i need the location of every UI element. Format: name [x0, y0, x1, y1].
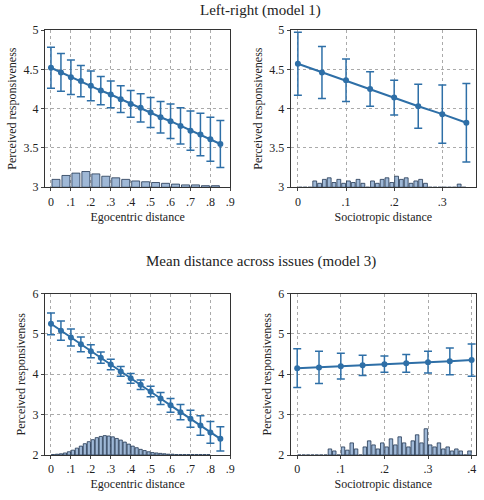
svg-text:.1: .1: [66, 195, 75, 209]
svg-text:3: 3: [33, 408, 39, 422]
svg-text:.3: .3: [106, 462, 115, 476]
svg-text:2: 2: [278, 448, 284, 462]
svg-text:Perceived responsiveness: Perceived responsiveness: [14, 313, 28, 436]
svg-text:.2: .2: [390, 195, 399, 209]
svg-text:Perceived responsiveness: Perceived responsiveness: [260, 313, 274, 436]
svg-text:5: 5: [33, 327, 39, 341]
svg-text:.7: .7: [186, 462, 195, 476]
svg-text:3: 3: [33, 180, 39, 194]
svg-text:.5: .5: [146, 195, 155, 209]
svg-text:4: 4: [33, 367, 39, 381]
svg-text:0: 0: [48, 195, 54, 209]
svg-text:6: 6: [33, 287, 39, 301]
svg-text:.6: .6: [166, 195, 175, 209]
svg-text:Perceived responsiveness: Perceived responsiveness: [5, 47, 19, 170]
svg-text:4: 4: [33, 102, 39, 116]
svg-text:.1: .1: [336, 462, 345, 476]
svg-text:.2: .2: [86, 195, 95, 209]
svg-text:Egocentric distance: Egocentric distance: [91, 477, 185, 491]
svg-text:5: 5: [33, 23, 39, 37]
svg-text:.1: .1: [342, 195, 351, 209]
svg-text:.5: .5: [146, 462, 155, 476]
svg-text:Sociotropic distance: Sociotropic distance: [335, 210, 433, 224]
svg-text:.2: .2: [86, 462, 95, 476]
svg-text:6: 6: [278, 287, 284, 301]
svg-text:3.5: 3.5: [269, 141, 284, 155]
svg-text:.1: .1: [66, 462, 75, 476]
svg-text:3: 3: [278, 408, 284, 422]
svg-text:5: 5: [278, 23, 284, 37]
svg-text:Sociotropic distance: Sociotropic distance: [335, 477, 433, 491]
svg-text:.8: .8: [206, 195, 215, 209]
svg-text:Left-right (model 1): Left-right (model 1): [200, 2, 321, 19]
svg-text:.6: .6: [166, 462, 175, 476]
svg-text:3: 3: [278, 180, 284, 194]
svg-text:.4: .4: [126, 195, 135, 209]
svg-text:.3: .3: [424, 462, 433, 476]
svg-text:4: 4: [278, 102, 284, 116]
svg-text:Perceived responsiveness: Perceived responsiveness: [251, 47, 265, 170]
svg-text:0: 0: [295, 195, 301, 209]
svg-text:.8: .8: [206, 462, 215, 476]
svg-text:.9: .9: [226, 462, 235, 476]
svg-text:3.5: 3.5: [24, 141, 39, 155]
svg-text:.9: .9: [226, 195, 235, 209]
svg-text:.4: .4: [126, 462, 135, 476]
svg-text:.2: .2: [380, 462, 389, 476]
svg-text:2: 2: [33, 448, 39, 462]
svg-text:0: 0: [294, 462, 300, 476]
svg-text:4: 4: [278, 367, 284, 381]
svg-text:Egocentric distance: Egocentric distance: [91, 210, 185, 224]
svg-text:.3: .3: [106, 195, 115, 209]
svg-text:4.5: 4.5: [269, 63, 284, 77]
svg-text:4.5: 4.5: [24, 63, 39, 77]
svg-text:.7: .7: [186, 195, 195, 209]
svg-text:0: 0: [48, 462, 54, 476]
svg-text:5: 5: [278, 327, 284, 341]
svg-text:.4: .4: [467, 462, 476, 476]
svg-text:.3: .3: [438, 195, 447, 209]
svg-text:Mean distance across issues (m: Mean distance across issues (model 3): [146, 253, 376, 270]
